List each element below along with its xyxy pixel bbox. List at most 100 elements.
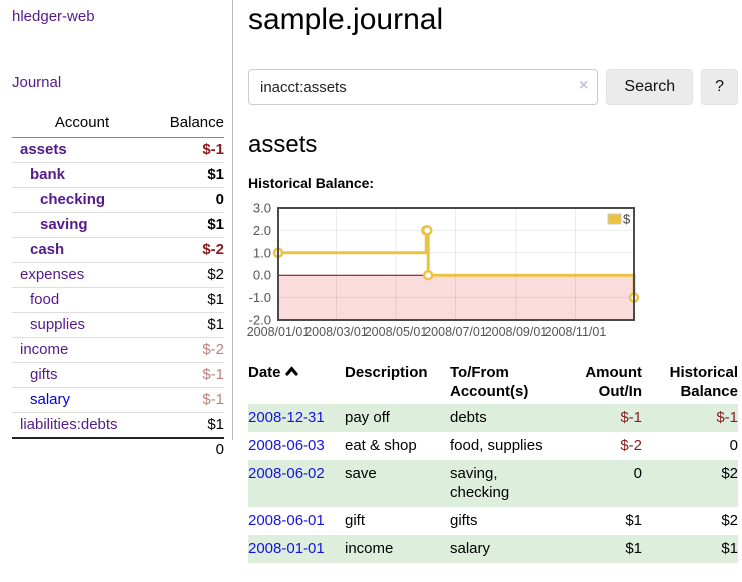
transaction-amount: $1 (625, 512, 642, 529)
x-axis-tick-label: 2008/09/01 (485, 325, 548, 339)
sidebar-account-link[interactable]: food (30, 291, 60, 308)
transaction-row: 2008-06-03 eat & shop food, supplies $-2 0 (248, 432, 738, 460)
accounts-table: Account Balance assets $-1 bank $1 checking 0… (12, 113, 224, 462)
x-axis-tick-label: 2008/11/01 (545, 325, 607, 339)
sidebar-account-link[interactable]: checking (40, 191, 106, 208)
transaction-amount: $-2 (620, 437, 642, 454)
account-row: saving $1 (12, 212, 224, 238)
sidebar-account-balance: $-1 (152, 137, 224, 163)
register-column-label: Historical Balance (669, 364, 738, 400)
transaction-description: income (345, 540, 394, 557)
transaction-accounts: salary (450, 540, 491, 557)
account-row: checking 0 (12, 187, 224, 213)
transaction-accounts: gifts (450, 512, 478, 529)
transaction-balance: $2 (721, 465, 738, 482)
account-row: income $-2 (12, 337, 224, 363)
register-header-row: Date Description To/From Account(s) Amount… (248, 361, 738, 404)
transaction-balance: $1 (721, 540, 738, 557)
transaction-amount: $-1 (620, 409, 642, 426)
transaction-accounts: food, supplies (450, 437, 543, 454)
transaction-amount: 0 (633, 465, 642, 482)
y-axis-tick-label: -2.0 (249, 313, 271, 328)
register-table-body: 2008-12-31 pay off debts $-1 $-1 2008-06-03 ea… (248, 404, 738, 563)
transaction-description: gift (345, 512, 366, 529)
sidebar-account-balance: $-1 (152, 362, 224, 388)
help-button[interactable]: ? (701, 69, 738, 105)
y-axis-tick-label: 0.0 (253, 268, 271, 283)
transaction-date-link[interactable]: 2008-06-03 (248, 437, 325, 454)
transaction-amount: $1 (625, 540, 642, 557)
search-form: × Search ? (248, 69, 738, 105)
page-title: sample.journal (248, 3, 444, 36)
sidebar-account-balance: $-2 (152, 237, 224, 263)
account-row: supplies $1 (12, 312, 224, 338)
transaction-row: 2008-06-02 save saving, checking 0 $2 (248, 460, 738, 507)
transaction-date-link[interactable]: 2008-06-01 (248, 512, 325, 529)
sort-ascending-icon (285, 366, 298, 376)
sidebar-account-balance: $2 (152, 262, 224, 288)
search-input[interactable] (248, 69, 599, 105)
data-point-marker (421, 225, 433, 236)
sidebar-account-link[interactable]: liabilities:debts (20, 416, 118, 433)
transaction-row: 2008-06-01 gift gifts $1 $2 (248, 507, 738, 535)
accounts-header-row: Account Balance (12, 113, 224, 138)
register-column-header: Description (345, 361, 450, 404)
register-column-header: Amount Out/In (562, 361, 642, 404)
x-axis-tick-label: 2008/03/01 (305, 325, 368, 339)
y-axis-tick-label: 2.0 (253, 223, 271, 238)
sidebar-account-link[interactable]: salary (30, 391, 71, 408)
account-row: expenses $2 (12, 262, 224, 288)
register-table: Date Description To/From Account(s) Amount… (248, 361, 738, 563)
y-axis-tick-label: 1.0 (253, 245, 271, 260)
sidebar-account-link[interactable]: income (20, 341, 69, 358)
accounts-header-account: Account (12, 113, 153, 138)
transaction-date-link[interactable]: 2008-06-02 (248, 465, 325, 482)
accounts-total-row: 0 (12, 437, 224, 462)
sidebar: hledger-web Journal Account Balance asse… (0, 0, 233, 462)
register-column-header[interactable]: Date (248, 361, 345, 404)
x-axis-tick-label: 2008/07/01 (424, 325, 487, 339)
nav-journal-link[interactable]: Journal (12, 74, 62, 91)
account-row: salary $-1 (12, 387, 224, 413)
clear-search-icon[interactable]: × (579, 77, 589, 94)
transaction-balance: $-1 (716, 409, 738, 426)
sidebar-account-balance: $1 (207, 416, 224, 433)
x-axis-tick-label: 2008/05/01 (365, 325, 428, 339)
chart-legend: $ (607, 212, 631, 227)
register-column-label: To/From Account(s) (450, 364, 529, 400)
sidebar-account-balance: $1 (152, 212, 224, 238)
account-row: gifts $-1 (12, 362, 224, 388)
transaction-row: 2008-12-31 pay off debts $-1 $-1 (248, 404, 738, 432)
sidebar-account-balance: $1 (152, 162, 224, 188)
transaction-description: eat & shop (345, 437, 417, 454)
account-row: cash $-2 (12, 237, 224, 263)
account-heading: assets (248, 131, 318, 158)
transaction-date-link[interactable]: 2008-01-01 (248, 540, 325, 557)
sidebar-account-link[interactable]: saving (40, 216, 88, 233)
accounts-header-balance: Balance (152, 113, 224, 138)
search-button[interactable]: Search (606, 69, 694, 105)
sidebar-account-link[interactable]: bank (30, 166, 66, 183)
sidebar-account-link[interactable]: supplies (30, 316, 86, 333)
sidebar-account-link[interactable]: expenses (20, 266, 85, 283)
sidebar-account-link[interactable]: gifts (30, 366, 58, 383)
account-row: liabilities:debts $1 (12, 413, 224, 439)
historical-balance-chart: 3.0 2.0 1.0 0.0 -1.0 -2.0 2008/01/01 2008/03/01… (247, 200, 738, 344)
account-row: bank $1 (12, 162, 224, 188)
brand-link[interactable]: hledger-web (12, 8, 95, 25)
sidebar-account-balance: $1 (152, 287, 224, 313)
accounts-table-body: assets $-1 bank $1 checking 0 saving $1 cash $-2 e… (12, 137, 224, 439)
sidebar-account-balance: $-1 (152, 387, 224, 413)
transaction-accounts: saving, checking (450, 465, 510, 501)
sidebar-account-balance: $1 (152, 312, 224, 338)
register-column-label: Description (345, 364, 428, 381)
y-axis-tick-label: 3.0 (253, 201, 271, 216)
sidebar-account-link[interactable]: assets (20, 141, 67, 158)
transaction-date-link[interactable]: 2008-12-31 (248, 409, 325, 426)
accounts-total-balance: 0 (152, 437, 224, 462)
sidebar-account-link[interactable]: cash (30, 241, 65, 258)
x-axis-tick-label: 2008/01/01 (247, 325, 310, 339)
plot-border (277, 207, 635, 321)
negative-region (278, 275, 634, 320)
transaction-accounts: debts (450, 409, 487, 426)
